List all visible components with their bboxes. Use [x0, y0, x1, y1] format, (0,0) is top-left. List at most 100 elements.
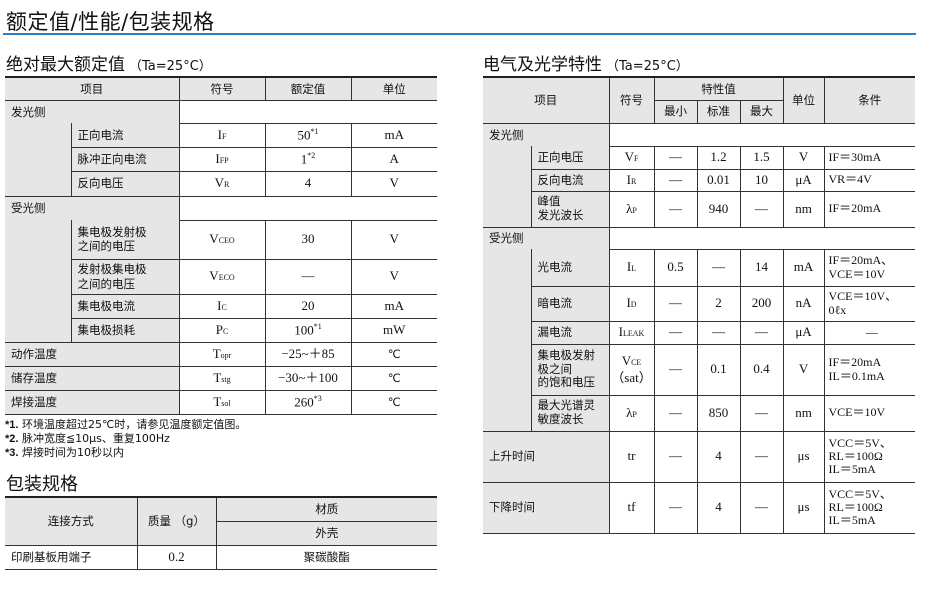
symbol-cell: Tsol [178, 390, 265, 415]
footnote-text: 焊接时间为10秒以内 [21, 446, 124, 459]
symbol-subscript: sol [221, 398, 231, 408]
symbol-main: P [215, 321, 223, 337]
condition-line: VCE＝10V [828, 266, 886, 281]
min-value: — [653, 344, 697, 396]
table-row: 储存温度 Tstg −30~＋100 ℃ [5, 366, 437, 391]
header-unit: 单位 [350, 76, 437, 101]
packaging-title: 包装规格 [6, 474, 78, 495]
min-value: — [653, 146, 697, 170]
typ-value: 4 [696, 431, 740, 483]
symbol-cell: λP [608, 395, 654, 432]
min-value: — [653, 169, 697, 192]
symbol-main: V [621, 353, 632, 369]
rating-number: −30~＋100 [278, 369, 338, 385]
item-label: 集电极损耗 [77, 322, 136, 337]
footnote-mark: *1. [5, 419, 19, 431]
min-value: 0.5 [653, 249, 697, 287]
group-row: 受光侧 [483, 227, 916, 250]
symbol-subscript: CE [631, 358, 642, 368]
symbol-subscript: P [632, 205, 637, 215]
symbol-cell: Tstg [178, 366, 265, 391]
group-indent [5, 220, 71, 343]
table-row: 正向电流 IF 50*1 mA [5, 123, 437, 197]
symbol-cell: VCE （sat） [608, 344, 654, 396]
symbol-main: V [209, 268, 219, 284]
min-value: — [653, 482, 697, 534]
rating-value: 50*1 [264, 123, 351, 148]
table-row: 反向电压 VR 4 V [5, 171, 437, 197]
item-cell: 集电极发射 极之间 的饱和电压 [530, 344, 609, 396]
title-divider [3, 33, 916, 35]
table-row: 上升时间 tr —4— μs VCC＝5V、 RL＝100Ω IL＝5mA [483, 431, 916, 483]
item-cell: 反向电压 [70, 171, 179, 197]
min-value: — [653, 191, 697, 228]
header-item: 项目 [5, 76, 179, 101]
rating-number: 100 [294, 322, 314, 338]
page-title: 额定值/性能/包装规格 [6, 10, 215, 34]
condition-cell: VCE＝10V [823, 395, 916, 432]
max-value: — [739, 191, 784, 228]
header-unit: 单位 [782, 76, 825, 124]
item-cell: 暗电流 [530, 286, 609, 322]
group-indent [5, 123, 71, 197]
symbol-cell: Topr [178, 342, 265, 367]
unit-value: ℃ [350, 390, 437, 415]
symbol-subscript: LEAK [623, 329, 645, 339]
condition-line: VR＝4V [828, 172, 872, 187]
condition-line: IF＝20mA [828, 355, 882, 370]
item-label: 光电流 [537, 259, 573, 274]
symbol-main: T [213, 393, 222, 409]
rating-value: 20 [264, 294, 351, 319]
item-cell: 最大光谱灵 敏度波长 [530, 395, 609, 432]
table-row: 集电极电流 IC 20 mA [5, 294, 437, 319]
group-row: 发光侧 [483, 123, 916, 147]
symbol-subscript: P [632, 409, 637, 419]
symbol-main: I [626, 171, 631, 187]
table-row: 集电极损耗 PC 100*1 mW [5, 318, 437, 343]
max-value: 200 [739, 286, 784, 322]
symbol-subscript: ECO [218, 273, 235, 283]
item-label: 集电极电流 [77, 298, 136, 313]
table-row: 漏电流 ILEAK — — — μA — [483, 321, 916, 345]
symbol-subscript: L [631, 264, 637, 274]
condition-line: IF＝20mA、 [828, 253, 894, 268]
typ-value: — [696, 321, 740, 345]
max-value: — [739, 395, 784, 432]
max-value: 1.5 [739, 146, 784, 170]
item-label: 正向电压 [537, 149, 584, 164]
symbol-subscript: R [224, 180, 230, 190]
rating-number: — [301, 268, 315, 284]
unit-value: ℃ [350, 366, 437, 391]
rating-number: 260 [294, 394, 314, 410]
symbol-subscript: CEO [218, 236, 235, 246]
rating-number: 4 [304, 175, 312, 191]
header-connection: 连接方式 [5, 496, 137, 546]
rating-number: 1 [300, 151, 308, 167]
min-value: — [653, 321, 697, 345]
header-min: 最小 [653, 100, 697, 124]
typ-value: 0.01 [696, 169, 740, 192]
symbol-subscript: R [631, 176, 637, 186]
item-cell: 正向电压 [530, 146, 609, 170]
unit-value: V [782, 344, 825, 396]
item-cell: 集电极损耗 [70, 318, 179, 343]
table-row: 下降时间 tf —4— μs VCC＝5V、 RL＝100Ω IL＝5mA [483, 482, 916, 534]
min-value: — [653, 286, 697, 322]
max-value: 14 [739, 249, 784, 287]
symbol-cell: ILEAK [608, 321, 654, 345]
condition-line: IF＝20mA [828, 201, 882, 216]
table-row: 最大光谱灵 敏度波长 λP —850— nm VCE＝10V [483, 395, 916, 432]
condition-cell: VCC＝5V、 RL＝100Ω IL＝5mA [823, 431, 916, 483]
condition-cell: IF＝20mA IL＝0.1mA [823, 344, 916, 396]
max-value: — [739, 431, 784, 483]
group-label: 发光侧 [5, 100, 179, 123]
header-condition: 条件 [823, 76, 916, 124]
rating-value: 100*1 [264, 318, 351, 343]
typ-value: 1.2 [696, 146, 740, 170]
item-cell: 集电极电流 [70, 294, 179, 319]
table-row: 峰值 发光波长 λP —940— nm IF＝20mA [483, 191, 916, 228]
table-row: 集电极发射极之间的电压 VCEO 30 V [5, 220, 437, 343]
unit-value: μA [782, 321, 825, 345]
table-row: 暗电流 ID —2 200 nA VCE＝10V、 0ℓx [483, 286, 916, 322]
item-cell: 集电极发射极之间的电压 [70, 220, 179, 260]
